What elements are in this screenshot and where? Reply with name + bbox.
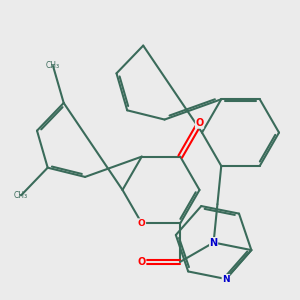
Text: CH₃: CH₃ <box>14 191 28 200</box>
Text: O: O <box>138 219 146 228</box>
Text: N: N <box>222 274 230 284</box>
Text: N: N <box>209 238 218 248</box>
Text: CH₃: CH₃ <box>46 61 60 70</box>
Text: O: O <box>195 118 204 128</box>
Text: O: O <box>138 257 146 267</box>
